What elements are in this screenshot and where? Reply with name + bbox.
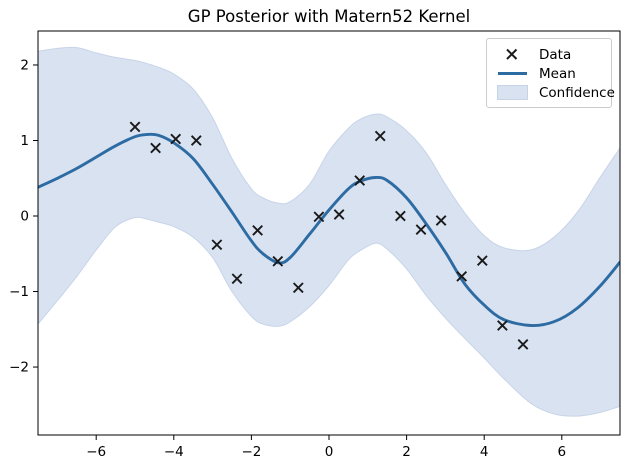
x-tick-label: 4 <box>480 444 489 460</box>
legend: Data Mean Confidence <box>486 38 615 108</box>
y-tick-label: 1 <box>20 133 29 149</box>
data-marker <box>190 135 202 146</box>
y-tick-label: −1 <box>9 284 29 300</box>
x-tick-label: 2 <box>402 444 411 460</box>
data-marker <box>129 121 141 133</box>
data-marker <box>252 225 263 236</box>
x-tick-label: 0 <box>325 444 334 460</box>
chart-title: GP Posterior with Matern52 Kernel <box>187 7 471 26</box>
data-marker <box>313 211 325 223</box>
confidence-patch-swatch <box>496 85 528 100</box>
legend-item-data: Data <box>494 45 605 64</box>
data-marker <box>150 142 161 154</box>
x-tick-label: −6 <box>86 444 106 460</box>
legend-label-data: Data <box>539 46 572 63</box>
data-marker <box>395 210 406 222</box>
legend-label-mean: Mean <box>539 65 576 82</box>
y-tick-label: 0 <box>20 209 29 225</box>
data-marker <box>354 175 366 186</box>
confidence-patch-icon <box>494 85 530 100</box>
data-marker <box>272 255 284 267</box>
mean-line-icon <box>494 72 530 75</box>
data-marker <box>456 271 468 282</box>
x-tick-label: −4 <box>164 444 184 460</box>
data-marker <box>292 282 304 294</box>
data-marker <box>333 209 345 220</box>
legend-label-confidence: Confidence <box>539 84 615 101</box>
data-marker <box>170 133 182 145</box>
data-points <box>129 121 529 350</box>
data-marker <box>435 215 447 226</box>
confidence-band <box>38 46 620 417</box>
data-marker <box>517 339 529 350</box>
mean-line <box>38 132 620 328</box>
legend-item-mean: Mean <box>494 64 605 83</box>
y-tick-label: −2 <box>9 360 29 376</box>
data-marker <box>374 130 386 142</box>
x-marker-icon <box>494 47 530 62</box>
data-marker <box>231 273 243 285</box>
data-marker <box>497 320 508 331</box>
y-tick-label: 2 <box>20 57 29 73</box>
data-marker <box>211 239 223 251</box>
legend-item-confidence: Confidence <box>494 83 615 102</box>
mean-line-swatch <box>497 72 527 75</box>
x-tick-label: 6 <box>558 444 567 460</box>
x-marker-glyph <box>506 48 518 60</box>
data-marker <box>415 224 427 235</box>
x-tick-label: −2 <box>241 444 261 460</box>
x-marker-icon-svg <box>506 48 518 60</box>
data-marker <box>476 255 488 266</box>
